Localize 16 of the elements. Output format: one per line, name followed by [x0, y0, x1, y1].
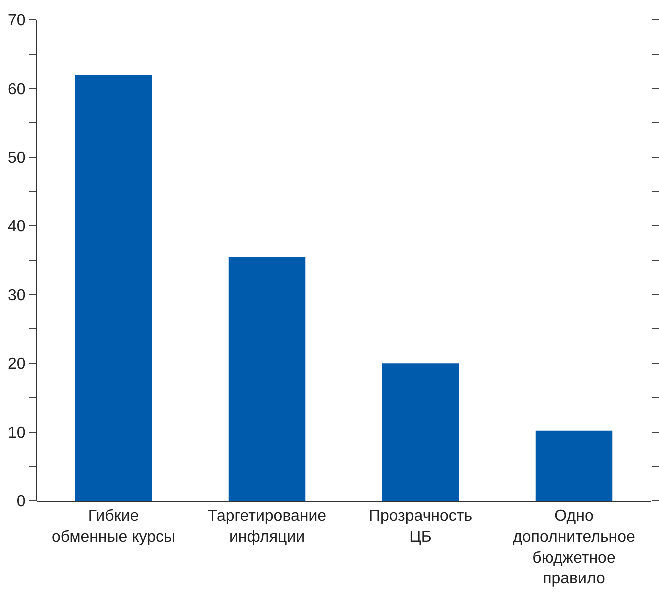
bar	[382, 364, 460, 501]
y-tick-label: 50	[8, 150, 26, 168]
y-tick-label: 0	[16, 494, 26, 511]
x-tick-label: Одно дополнительное бюджетное правило	[513, 508, 636, 588]
x-tick-label: Гибкие обменные курсы	[52, 508, 176, 546]
bar	[228, 257, 306, 501]
bar	[75, 74, 152, 501]
y-tick-label: 20	[8, 356, 26, 374]
y-tick-label: 60	[8, 81, 26, 98]
y-tick-label: 30	[8, 287, 26, 304]
bar	[536, 430, 613, 501]
y-tick-label: 70	[8, 12, 26, 30]
x-tick-label: Таргетирование инфляции	[208, 508, 327, 546]
y-tick-label: 40	[8, 218, 26, 236]
x-tick-label: Прозрачность ЦБ	[368, 508, 473, 546]
y-tick-label: 10	[8, 424, 26, 442]
